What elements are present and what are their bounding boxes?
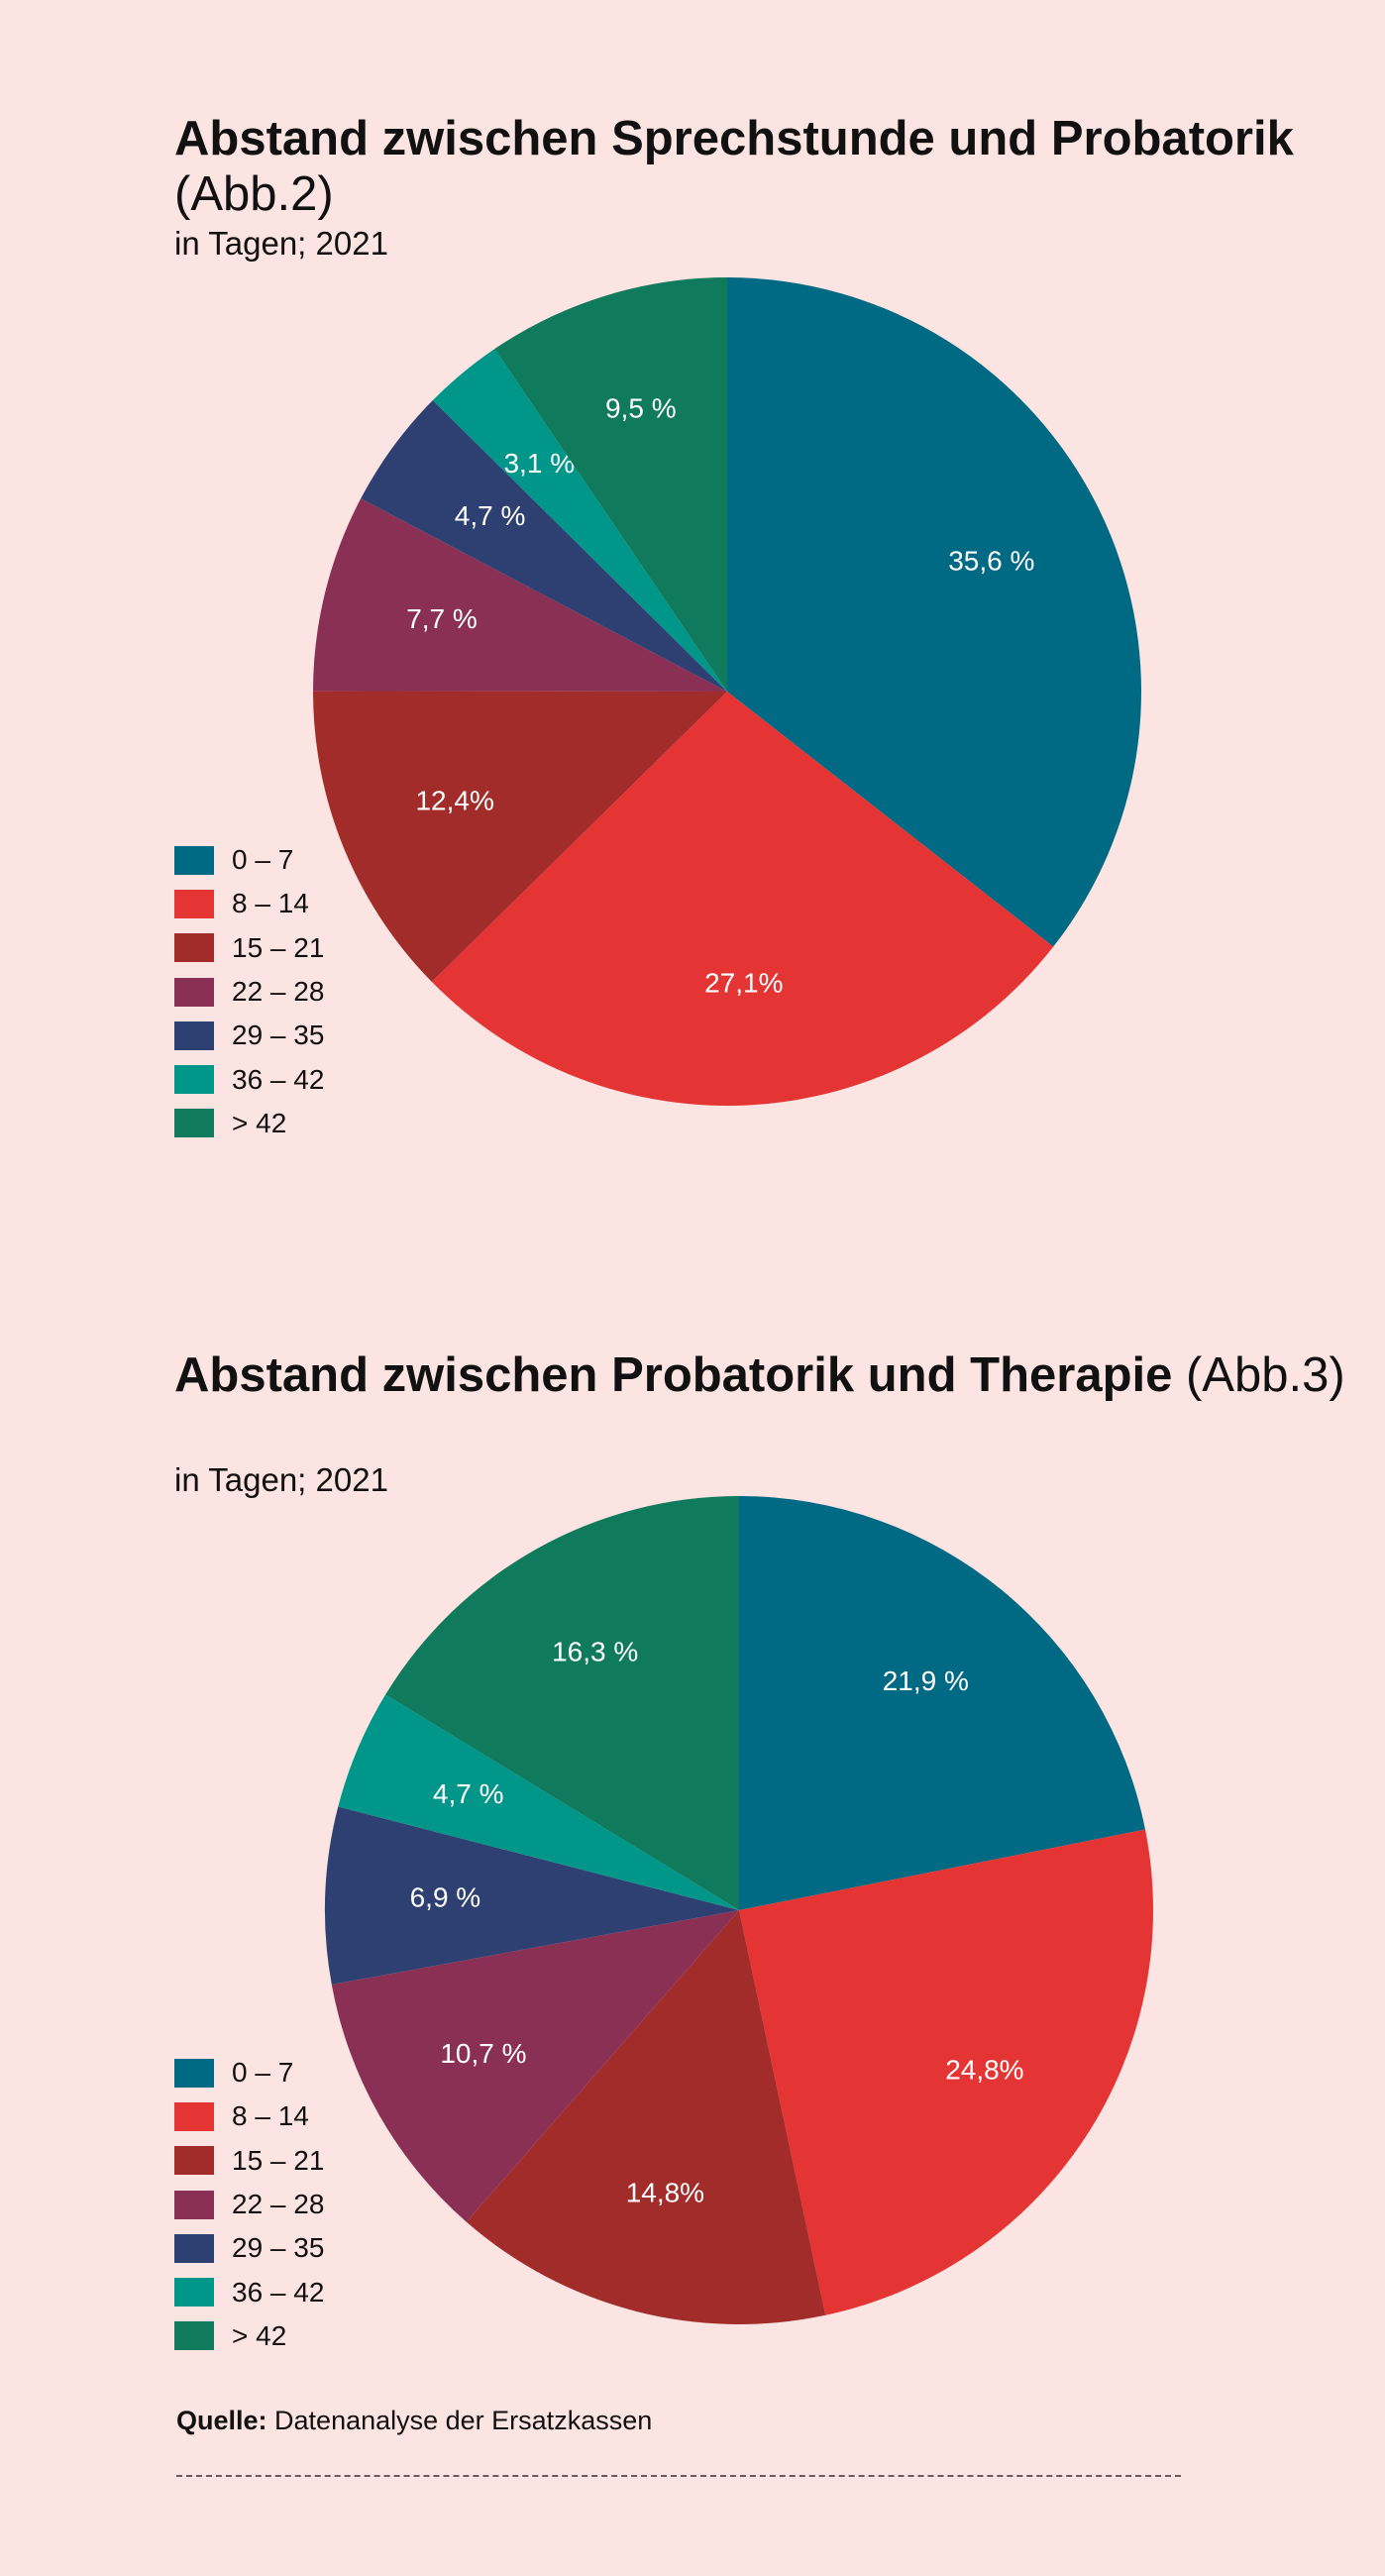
legend-item: 36 – 42 — [174, 2270, 324, 2313]
legend-label: 8 – 14 — [232, 888, 309, 919]
chart-title-figure-ref: (Abb.3) — [1172, 1348, 1345, 1402]
source-label: Quelle: — [176, 2406, 267, 2435]
legend-item: 15 – 21 — [174, 926, 324, 970]
pie-slice-label: 7,7 % — [406, 603, 478, 634]
legend-swatch — [174, 2146, 214, 2176]
legend-item: 8 – 14 — [174, 2094, 324, 2138]
legend-swatch — [174, 2058, 214, 2088]
pie-slice-label: 9,5 % — [605, 393, 677, 424]
pie-slice-36-42 — [338, 1694, 739, 1910]
pie-slice-label: 3,1 % — [503, 448, 575, 479]
pie-slice-label: 24,8% — [945, 2055, 1023, 2086]
legend-label: 29 – 35 — [232, 1020, 325, 1051]
legend-item: 0 – 7 — [174, 2051, 324, 2094]
legend-label: 22 – 28 — [232, 2189, 325, 2220]
chart-abb2: Abstand zwischen Sprechstunde und Probat… — [174, 111, 1385, 1145]
pie-slice-0-7 — [739, 1496, 1145, 1910]
legend-label: 36 – 42 — [232, 1063, 325, 1095]
pie-chart-abb3: 21,9 % 24,8% 14,8% 10,7 % 6,9 % 4,7 % 16,3 % — [325, 1496, 1153, 2324]
pie-slice-15-21 — [466, 1910, 826, 2324]
pie-slice-8-14 — [739, 1829, 1153, 2315]
pie-slice-label: 12,4% — [415, 786, 493, 816]
pie-slice-label: 16,3 % — [552, 1637, 638, 1667]
pie-slice-label: 27,1% — [704, 968, 783, 999]
legend-item: > 42 — [174, 1102, 324, 1145]
legend-label: 29 – 35 — [232, 2232, 325, 2264]
legend-label: 15 – 21 — [232, 931, 325, 963]
chart-subtitle: in Tagen; 2021 — [174, 1461, 388, 1498]
legend-swatch — [174, 977, 214, 1007]
legend-swatch — [174, 2278, 214, 2308]
legend-label: 15 – 21 — [232, 2144, 325, 2176]
pie-slice-label: 10,7 % — [440, 2038, 526, 2069]
legend-item: 8 – 14 — [174, 882, 324, 925]
legend-item: 22 – 28 — [174, 970, 324, 1014]
legend-swatch — [174, 845, 214, 875]
pie-slice-label: 35,6 % — [948, 545, 1034, 576]
legend-item: 29 – 35 — [174, 1014, 324, 1057]
pie-slice-label: 14,8% — [626, 2178, 704, 2208]
chart-title: Abstand zwischen Probatorik und Therapie… — [174, 1347, 1345, 1403]
chart-abb3: Abstand zwischen Probatorik und Therapie… — [0, 1238, 1385, 2408]
chart-legend: 0 – 7 8 – 14 15 – 21 22 – 28 29 – 35 36 – 42 >… — [174, 2051, 324, 2358]
legend-item: 15 – 21 — [174, 2139, 324, 2183]
legend-swatch — [174, 2321, 214, 2351]
legend-label: > 42 — [232, 2319, 287, 2351]
chart-title-bold: Abstand zwischen Probatorik und Therapie — [174, 1348, 1173, 1402]
legend-label: 8 – 14 — [232, 2100, 309, 2132]
pie-slice-label: 21,9 % — [883, 1665, 969, 1696]
legend-label: 0 – 7 — [232, 2057, 294, 2089]
pie-slice-label: 6,9 % — [410, 1882, 481, 1913]
chart-legend: 0 – 7 8 – 14 15 – 21 22 – 28 29 – 35 36 – 42 >… — [174, 838, 324, 1145]
pie-slice-label: 4,7 % — [455, 500, 526, 531]
pie-slice-8-14 — [431, 692, 1054, 1106]
pie-slice-42 — [494, 277, 727, 692]
pie-slice-42 — [385, 1496, 739, 1910]
legend-label: 36 – 42 — [232, 2276, 325, 2308]
pie-slice-22-28 — [313, 498, 727, 692]
pie-slice-36-42 — [432, 349, 727, 692]
legend-item: 36 – 42 — [174, 1057, 324, 1101]
chart-title-figure-ref: (Abb.2) — [174, 167, 334, 221]
chart-title: Abstand zwischen Sprechstunde und Probat… — [174, 111, 1385, 222]
pie-slice-label: 4,7 % — [433, 1778, 504, 1809]
legend-item: 0 – 7 — [174, 838, 324, 882]
pie-slice-15-21 — [312, 691, 727, 983]
footer-divider — [176, 2475, 1181, 2477]
legend-item: 29 – 35 — [174, 2226, 324, 2270]
legend-swatch — [174, 1065, 214, 1095]
source-text: Datenanalyse der Ersatzkassen — [266, 2406, 653, 2435]
legend-swatch — [174, 2233, 214, 2263]
legend-label: 0 – 7 — [232, 844, 294, 876]
chart-title-bold: Abstand zwischen Sprechstunde und Probat… — [174, 112, 1294, 165]
legend-swatch — [174, 1020, 214, 1050]
legend-swatch — [174, 2101, 214, 2131]
pie-slice-0-7 — [727, 277, 1141, 947]
legend-item: > 42 — [174, 2314, 324, 2358]
legend-swatch — [174, 1109, 214, 1138]
legend-swatch — [174, 889, 214, 918]
pie-slice-29-35 — [361, 400, 727, 692]
legend-label: > 42 — [232, 1107, 287, 1138]
pie-chart-abb2: 35,6 % 27,1% 12,4% 7,7 % 4,7 % 3,1 % 9,5 % — [312, 277, 1141, 1106]
legend-swatch — [174, 933, 214, 963]
chart-subtitle: in Tagen; 2021 — [174, 225, 388, 262]
pie-slice-22-28 — [331, 1910, 739, 2222]
source-note: Quelle: Datenanalyse der Ersatzkassen — [176, 2406, 652, 2436]
pie-slice-29-35 — [325, 1806, 739, 1986]
legend-label: 22 – 28 — [232, 976, 325, 1008]
legend-swatch — [174, 2190, 214, 2219]
legend-item: 22 – 28 — [174, 2183, 324, 2226]
